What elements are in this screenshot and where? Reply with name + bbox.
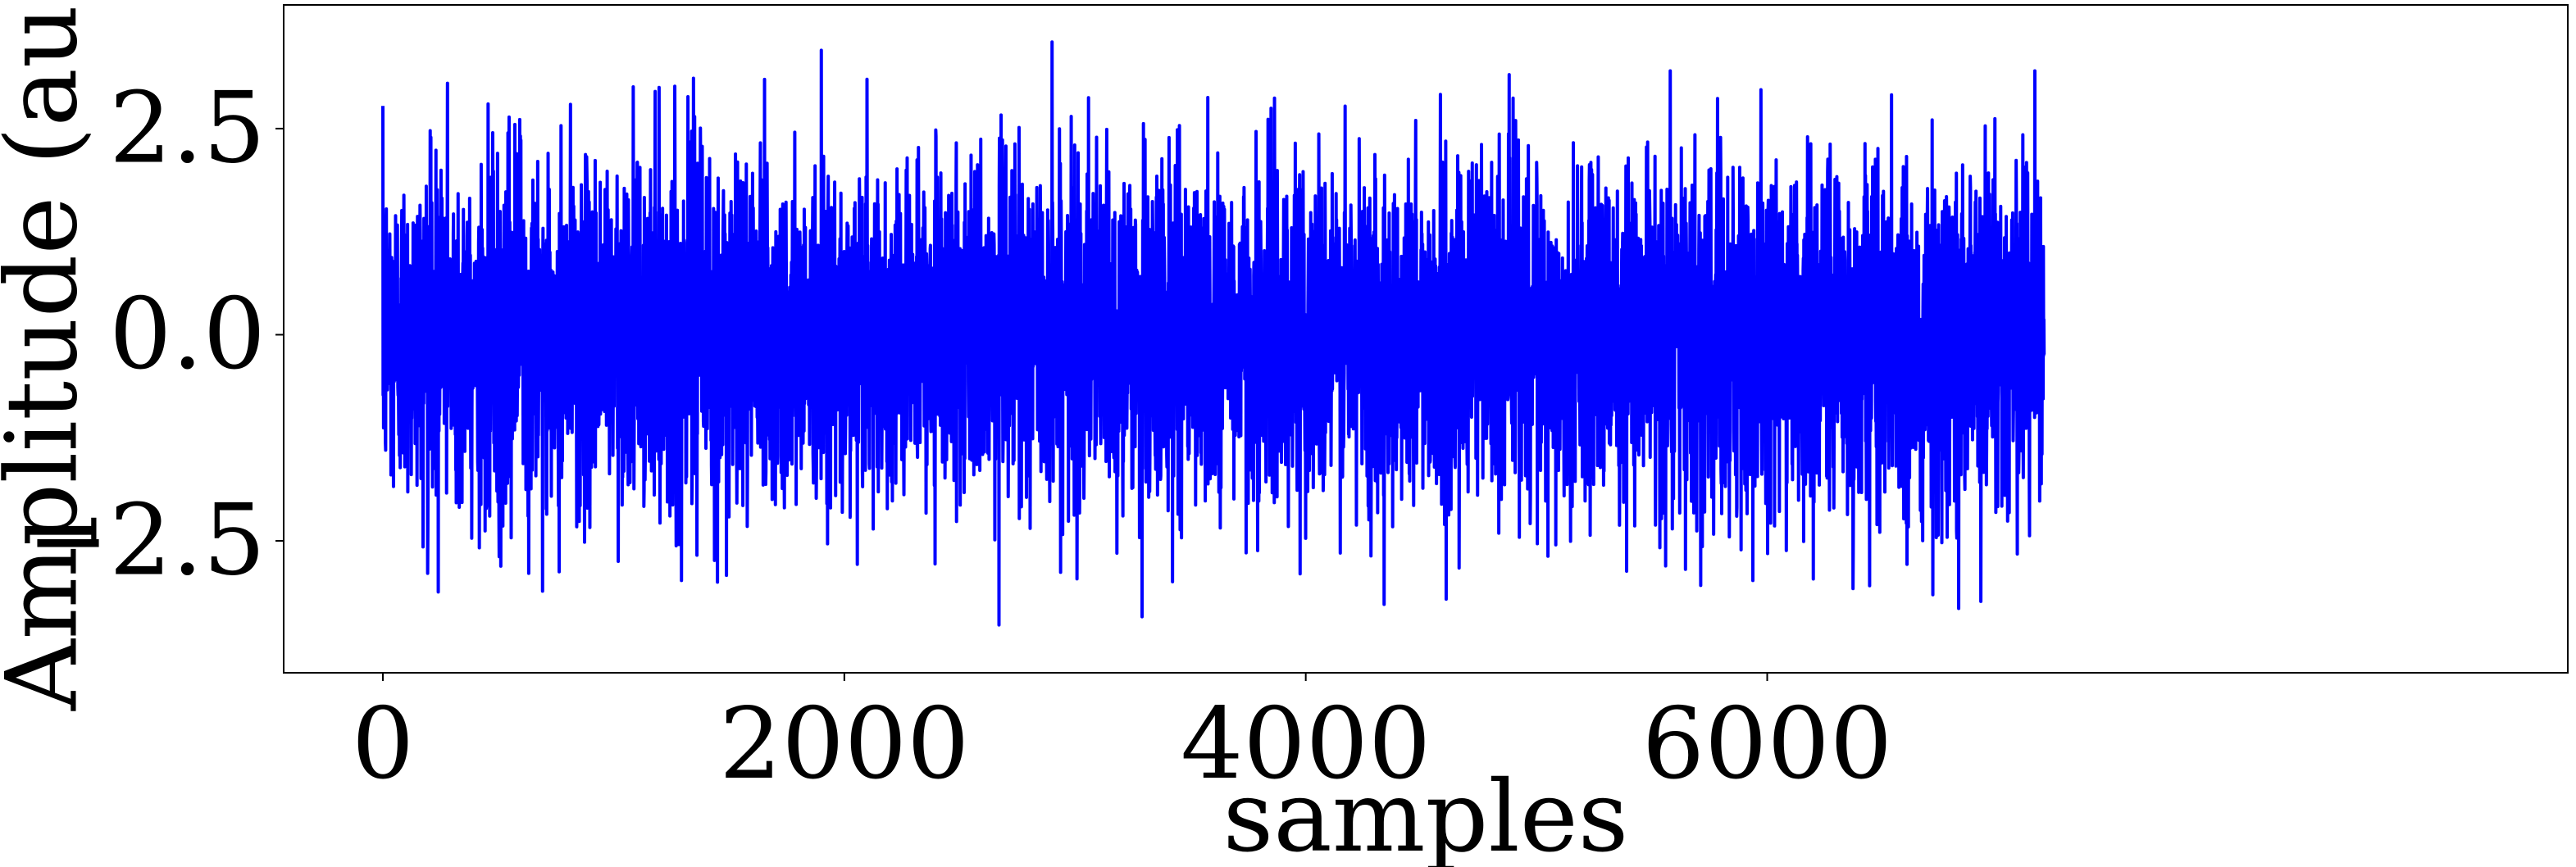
x-tick-label: 2000 [719, 688, 969, 801]
series-layer [381, 40, 2046, 627]
y-tick-label: 2.5 [109, 71, 266, 185]
y-tick-label: −2.5 [27, 484, 266, 598]
y-tick-label: 0.0 [109, 278, 266, 392]
x-axis-ticks: 0 2000 4000 6000 [352, 673, 1892, 801]
y-axis-ticks: −2.5 0.0 2.5 [27, 71, 284, 598]
x-axis-label: samples [1223, 760, 1629, 867]
x-tick-label: 4000 [1181, 688, 1431, 801]
y-axis-label: Amplitude (au) [0, 0, 100, 711]
plot-frame [283, 4, 2569, 674]
series-line [381, 40, 2046, 627]
x-tick-label: 6000 [1642, 688, 1892, 801]
x-tick-label: 0 [352, 688, 414, 801]
